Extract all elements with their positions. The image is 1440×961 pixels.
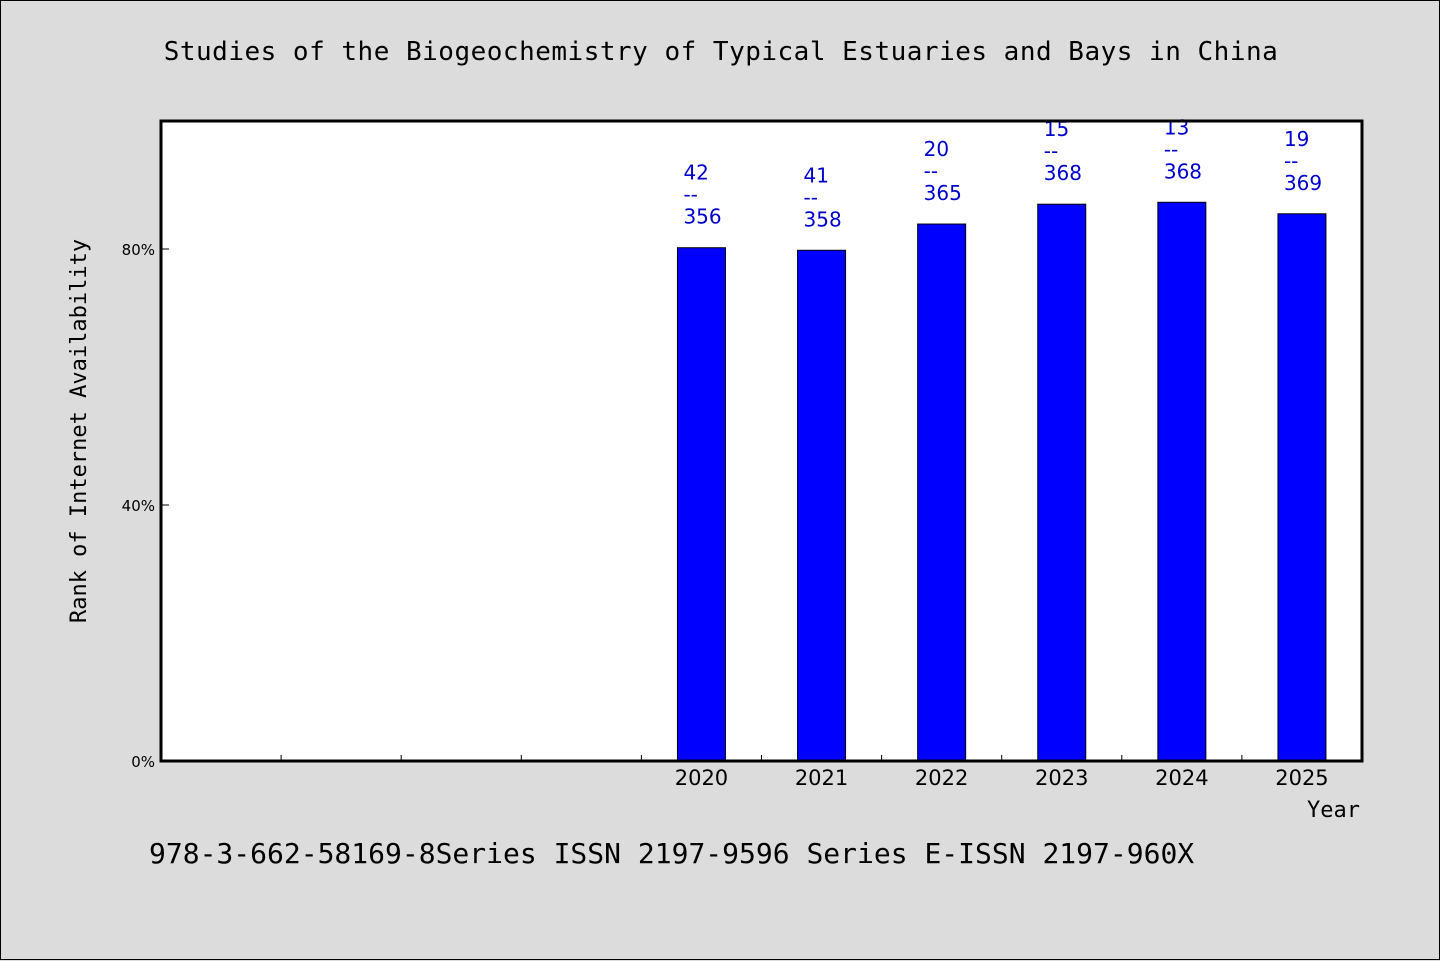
- bar-label-bottom: 368: [1164, 159, 1202, 183]
- bar-2025: [1277, 213, 1327, 762]
- bar-2024: [1157, 201, 1207, 762]
- y-tick-label: 0%: [131, 753, 155, 771]
- bar-label-bottom: 356: [683, 205, 721, 229]
- x-tick-label: 2020: [675, 766, 728, 790]
- bar-label-sep: --: [804, 185, 818, 209]
- bar-2022: [917, 223, 967, 762]
- bar-label-bottom: 368: [1044, 161, 1082, 185]
- x-tick-label: 2025: [1275, 766, 1328, 790]
- bar-2020: [676, 247, 726, 762]
- x-tick-label: 2021: [795, 766, 848, 790]
- isbn-footer: 978-3-662-58169-8Series ISSN 2197-9596 S…: [149, 837, 1195, 870]
- bar-label-sep: --: [1164, 137, 1178, 161]
- bar-label-top: 42: [683, 161, 708, 185]
- bar-label-sep: --: [1284, 149, 1298, 173]
- bar-label-top: 13: [1164, 115, 1189, 139]
- bar-label-bottom: 365: [924, 181, 962, 205]
- plot-border: [159, 119, 1364, 763]
- bar-label-top: 41: [804, 163, 829, 187]
- chart-title: Studies of the Biogeochemistry of Typica…: [163, 37, 1279, 67]
- bar-2021: [797, 249, 847, 762]
- bar-label-sep: --: [683, 183, 697, 207]
- bar-label-sep: --: [1044, 139, 1058, 163]
- y-tick-label: 80%: [122, 241, 155, 259]
- x-tick-label: 2023: [1035, 766, 1088, 790]
- x-tick-label: 2022: [915, 766, 968, 790]
- bar-label-bottom: 369: [1284, 171, 1322, 195]
- x-tick-label: 2024: [1155, 766, 1208, 790]
- bar-label-top: 19: [1284, 127, 1309, 151]
- bar-2023: [1037, 203, 1087, 762]
- bar-label-sep: --: [924, 159, 938, 183]
- bar-label-bottom: 358: [804, 207, 842, 231]
- y-tick-label: 40%: [122, 497, 155, 515]
- bar-label-top: 20: [924, 137, 949, 161]
- y-axis-label: Rank of Internet Availability: [67, 239, 92, 623]
- x-axis-label: Year: [1307, 798, 1360, 823]
